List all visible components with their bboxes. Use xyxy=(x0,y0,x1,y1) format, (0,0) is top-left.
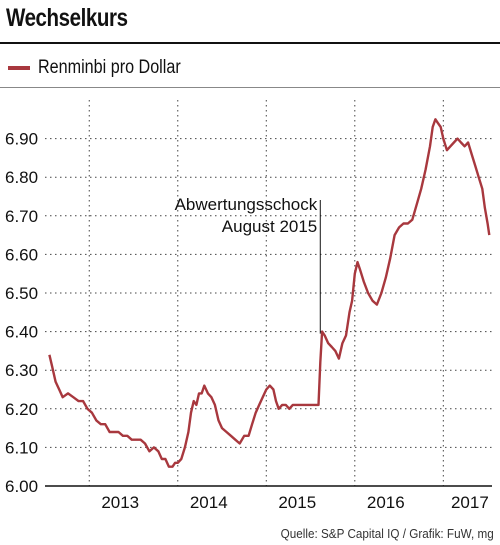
y-tick-label: 6.10 xyxy=(5,438,38,457)
x-tick-label: 2013 xyxy=(101,493,139,512)
y-tick-label: 6.90 xyxy=(5,130,38,149)
series-line xyxy=(48,118,491,468)
y-tick-label: 6.70 xyxy=(5,207,38,226)
source-note: Quelle: S&P Capital IQ / Grafik: FuW, mg xyxy=(280,526,494,541)
y-tick-label: 6.20 xyxy=(5,400,38,419)
y-tick-label: 6.60 xyxy=(5,245,38,264)
x-axis-ticks: 2013 2014 2015 2016 2017 xyxy=(101,493,488,512)
annotation-text: August 2015 xyxy=(222,217,317,236)
y-tick-label: 6.40 xyxy=(5,323,38,342)
y-tick-label: 6.00 xyxy=(5,477,38,496)
y-tick-label: 6.30 xyxy=(5,361,38,380)
legend: Renminbi pro Dollar xyxy=(8,55,206,81)
legend-label: Renminbi pro Dollar xyxy=(38,57,181,78)
series-group xyxy=(48,118,491,468)
x-tick-label: 2014 xyxy=(190,493,228,512)
x-tick-label: 2016 xyxy=(367,493,405,512)
annotation-text: Abwertungsschock xyxy=(175,195,318,214)
y-tick-label: 6.80 xyxy=(5,168,38,187)
y-tick-label: 6.50 xyxy=(5,284,38,303)
y-axis-ticks: 6.00 6.10 6.20 6.30 6.40 6.50 6.60 6.70 6.80 6.90 xyxy=(5,130,38,496)
x-tick-label: 2015 xyxy=(278,493,316,512)
title-rule xyxy=(0,42,500,44)
annotation: Abwertungsschock August 2015 xyxy=(175,195,321,334)
x-tick-label: 2017 xyxy=(451,493,489,512)
line-chart: 6.00 6.10 6.20 6.30 6.40 6.50 6.60 6.70 6.80 6.90… xyxy=(5,100,492,512)
legend-swatch xyxy=(8,66,30,70)
chart-title: Wechselkurs xyxy=(6,4,128,32)
legend-rule xyxy=(0,87,500,88)
grid xyxy=(45,100,492,486)
